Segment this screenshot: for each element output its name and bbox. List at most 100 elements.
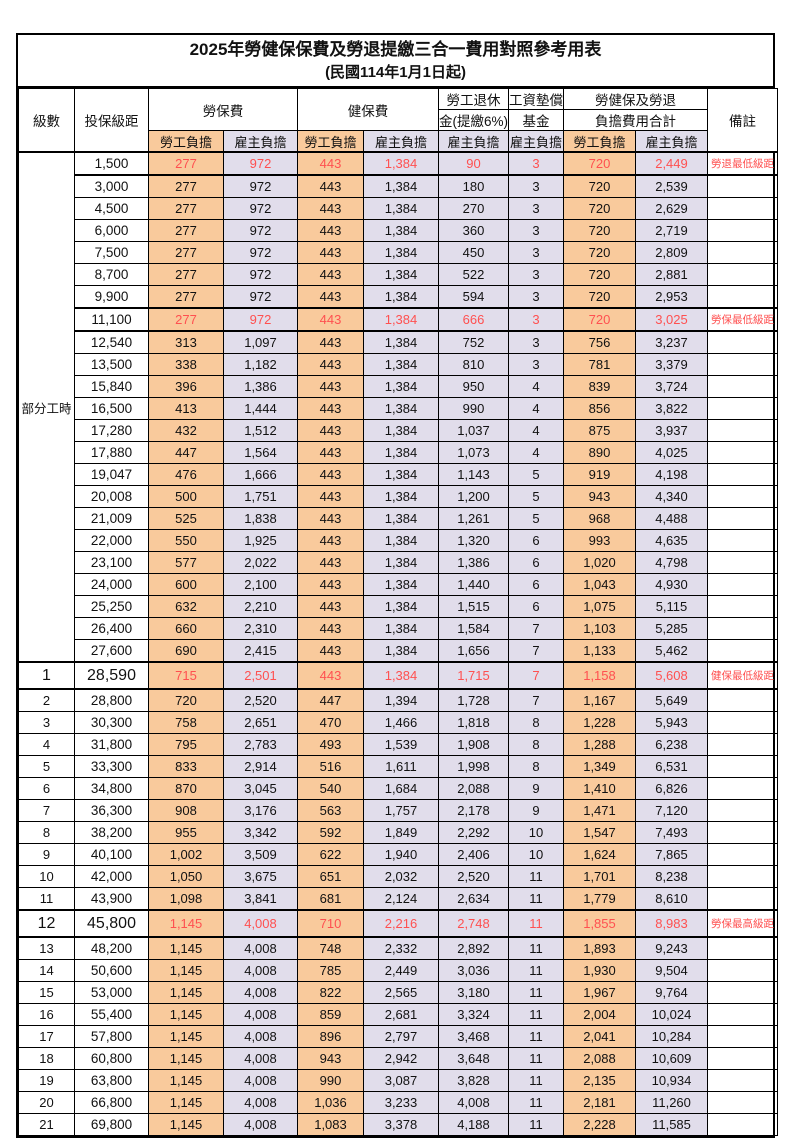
value-cell: 8,983 xyxy=(635,909,708,938)
value-cell: 1,145 xyxy=(148,909,224,938)
value-cell: 1,855 xyxy=(563,909,636,938)
bracket-cell: 6,000 xyxy=(74,219,149,242)
level-cell: 12 xyxy=(18,909,75,938)
value-cell: 11 xyxy=(508,909,564,938)
value-cell: 443 xyxy=(297,174,364,198)
level-cell: 4 xyxy=(18,733,75,756)
value-cell: 11 xyxy=(508,981,564,1004)
col-header-bracket: 投保級距 xyxy=(74,88,149,153)
table-row: 20 66,800 1,145 4,008 1,036 3,233 4,008 11 2,181… xyxy=(18,1091,778,1114)
bracket-cell: 27,600 xyxy=(74,639,149,663)
value-cell: 972 xyxy=(223,307,298,332)
bracket-cell: 50,600 xyxy=(74,959,149,982)
value-cell: 1,564 xyxy=(223,441,298,464)
value-cell: 3,324 xyxy=(438,1003,509,1026)
value-cell: 11,260 xyxy=(635,1091,708,1114)
value-cell: 1,908 xyxy=(438,733,509,756)
value-cell: 972 xyxy=(223,197,298,220)
value-cell: 3,087 xyxy=(363,1069,439,1092)
level-cell: 6 xyxy=(18,777,75,800)
bracket-cell: 30,300 xyxy=(74,711,149,734)
level-cell: 20 xyxy=(18,1091,75,1114)
value-cell: 3,648 xyxy=(438,1047,509,1070)
value-cell: 277 xyxy=(148,197,224,220)
value-cell: 1,838 xyxy=(223,507,298,530)
value-cell: 1,103 xyxy=(563,617,636,640)
bracket-cell: 34,800 xyxy=(74,777,149,800)
value-cell: 10,284 xyxy=(635,1025,708,1048)
value-cell: 3 xyxy=(508,353,564,376)
value-cell: 1,751 xyxy=(223,485,298,508)
value-cell: 4,008 xyxy=(438,1091,509,1114)
remark-cell xyxy=(707,330,778,354)
value-cell: 1,133 xyxy=(563,639,636,663)
value-cell: 360 xyxy=(438,219,509,242)
value-cell: 1,075 xyxy=(563,595,636,618)
value-cell: 476 xyxy=(148,463,224,486)
value-cell: 522 xyxy=(438,263,509,286)
value-cell: 1,611 xyxy=(363,755,439,778)
value-cell: 447 xyxy=(297,688,364,712)
page-subtitle: (民國114年1月1日起) xyxy=(325,64,466,81)
value-cell: 2,406 xyxy=(438,843,509,866)
value-cell: 1,384 xyxy=(363,441,439,464)
value-cell: 632 xyxy=(148,595,224,618)
value-cell: 1,261 xyxy=(438,507,509,530)
value-cell: 1,036 xyxy=(297,1091,364,1114)
table-row: 21,009 525 1,838 443 1,384 1,261 5 968 4,488 xyxy=(19,507,778,530)
bracket-cell: 13,500 xyxy=(74,353,149,376)
value-cell: 720 xyxy=(563,285,636,309)
value-cell: 10,934 xyxy=(635,1069,708,1092)
value-cell: 4,008 xyxy=(223,1091,298,1114)
value-cell: 443 xyxy=(297,441,364,464)
value-cell: 4,008 xyxy=(223,1113,298,1136)
value-cell: 443 xyxy=(297,219,364,242)
value-cell: 3,724 xyxy=(635,375,708,398)
value-cell: 443 xyxy=(297,463,364,486)
value-cell: 756 xyxy=(563,330,636,354)
table-row: 2 28,800 720 2,520 447 1,394 1,728 7 1,167 5,649 xyxy=(18,688,778,712)
value-cell: 3,937 xyxy=(635,419,708,442)
table-row: 11 43,900 1,098 3,841 681 2,124 2,634 11 1,779 8,… xyxy=(18,887,778,911)
bracket-cell: 33,300 xyxy=(74,755,149,778)
value-cell: 2,178 xyxy=(438,799,509,822)
remark-cell xyxy=(707,375,778,398)
value-cell: 3,468 xyxy=(438,1025,509,1048)
value-cell: 660 xyxy=(148,617,224,640)
value-cell: 525 xyxy=(148,507,224,530)
value-cell: 1,384 xyxy=(363,463,439,486)
value-cell: 7,865 xyxy=(635,843,708,866)
subheader-health-employee: 勞工負擔 xyxy=(297,130,364,153)
value-cell: 277 xyxy=(148,174,224,198)
value-cell: 795 xyxy=(148,733,224,756)
value-cell: 1,386 xyxy=(223,375,298,398)
value-cell: 8 xyxy=(508,711,564,734)
bracket-cell: 31,800 xyxy=(74,733,149,756)
value-cell: 443 xyxy=(297,375,364,398)
bracket-cell: 23,100 xyxy=(74,551,149,574)
value-cell: 3,237 xyxy=(635,330,708,354)
value-cell: 720 xyxy=(563,197,636,220)
value-cell: 277 xyxy=(148,263,224,286)
value-cell: 943 xyxy=(563,485,636,508)
table-row: 7 36,300 908 3,176 563 1,757 2,178 9 1,471 7,120 xyxy=(18,799,778,822)
value-cell: 1,384 xyxy=(363,639,439,663)
value-cell: 972 xyxy=(223,241,298,264)
remark-cell xyxy=(707,887,778,911)
value-cell: 6,531 xyxy=(635,755,708,778)
level-cell: 1 xyxy=(18,661,75,690)
value-cell: 1,384 xyxy=(363,307,439,332)
value-cell: 11 xyxy=(508,959,564,982)
remark-cell xyxy=(707,529,778,552)
level-cell: 17 xyxy=(18,1025,75,1048)
table-row: 8 38,200 955 3,342 592 1,849 2,292 10 1,547 7,493 xyxy=(18,821,778,844)
value-cell: 1,145 xyxy=(148,936,224,960)
bracket-cell: 53,000 xyxy=(74,981,149,1004)
value-cell: 540 xyxy=(297,777,364,800)
value-cell: 338 xyxy=(148,353,224,376)
table-row: 3,000 277 972 443 1,384 180 3 720 2,539 xyxy=(19,174,778,198)
value-cell: 4 xyxy=(508,375,564,398)
value-cell: 2,783 xyxy=(223,733,298,756)
value-cell: 758 xyxy=(148,711,224,734)
remark-cell xyxy=(707,1047,778,1070)
